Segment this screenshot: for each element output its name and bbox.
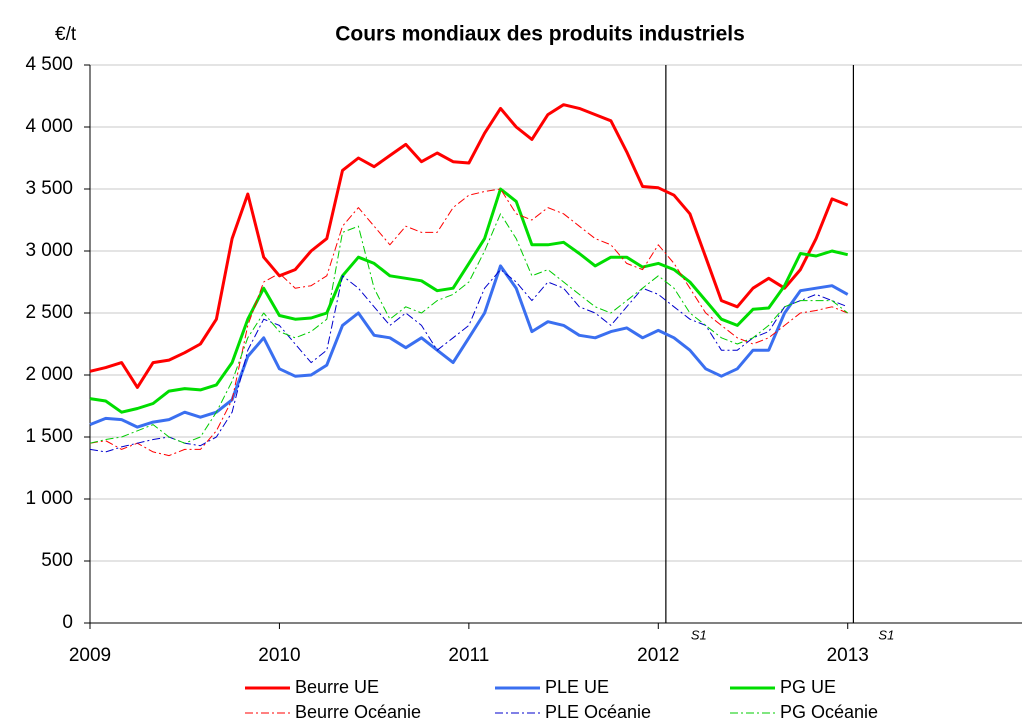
x-tick-label: 2010 [258, 645, 300, 666]
y-tick-label: 3 000 [25, 240, 73, 261]
x-tick-label: 2011 [448, 645, 489, 666]
y-tick-label: 0 [62, 612, 73, 633]
y-tick-label: 3 500 [25, 178, 73, 199]
series-line [89, 103, 849, 389]
legend-label: PG UE [780, 677, 836, 697]
x-tick-label: 2012 [637, 645, 679, 666]
y-unit: €/t [55, 24, 77, 45]
legend-label: Beurre Océanie [295, 702, 421, 722]
series-line [89, 187, 849, 414]
y-tick-label: 2 000 [25, 364, 73, 385]
x-tick-label: 2009 [69, 645, 111, 666]
y-tick-label: 4 500 [25, 54, 73, 75]
legend-label: PLE Océanie [545, 702, 651, 722]
y-tick-label: 4 000 [25, 116, 73, 137]
y-tick-label: 1 500 [25, 426, 73, 447]
series-line [89, 269, 848, 453]
annotation: S1 [691, 627, 707, 642]
legend-label: Beurre UE [295, 677, 379, 697]
x-tick-label: 2013 [827, 645, 869, 666]
y-tick-label: 500 [41, 550, 73, 571]
y-tick-label: 2 500 [25, 302, 73, 323]
legend-label: PG Océanie [780, 702, 878, 722]
annotation: S1 [878, 627, 894, 642]
chart-title: Cours mondiaux des produits industriels [335, 23, 745, 46]
legend-label: PLE UE [545, 677, 609, 697]
series-line [89, 264, 849, 429]
series-line [89, 213, 849, 444]
y-tick-label: 1 000 [25, 488, 73, 509]
